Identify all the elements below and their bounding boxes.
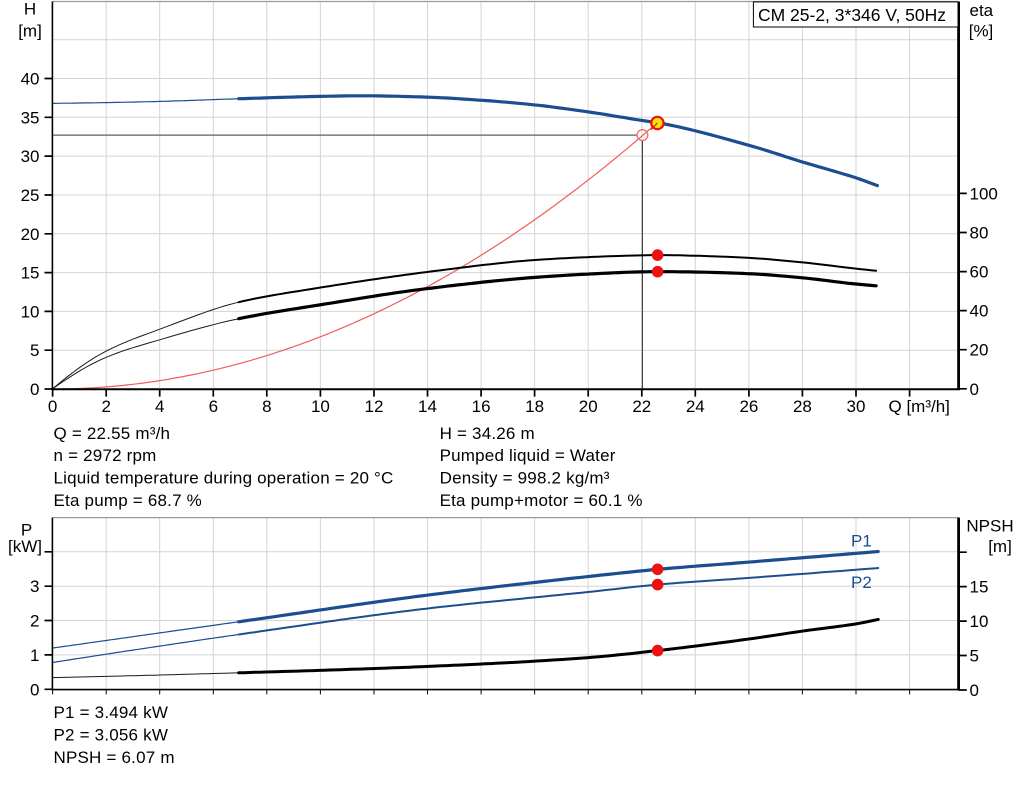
svg-text:0: 0: [48, 397, 57, 416]
svg-text:NPSH: NPSH: [966, 517, 1013, 536]
svg-text:[%]: [%]: [969, 21, 994, 40]
svg-text:28: 28: [793, 397, 812, 416]
svg-text:14: 14: [418, 397, 437, 416]
svg-text:16: 16: [472, 397, 491, 416]
svg-text:Pumped liquid = Water: Pumped liquid = Water: [440, 446, 616, 465]
svg-text:60: 60: [970, 263, 989, 282]
svg-text:0: 0: [30, 680, 39, 699]
svg-text:P1 = 3.494 kW: P1 = 3.494 kW: [54, 703, 169, 722]
svg-text:P2 = 3.056 kW: P2 = 3.056 kW: [54, 725, 169, 744]
svg-text:20: 20: [21, 225, 40, 244]
svg-text:40: 40: [970, 302, 989, 321]
svg-text:24: 24: [686, 397, 705, 416]
svg-text:n = 2972 rpm: n = 2972 rpm: [54, 446, 157, 465]
svg-text:H: H: [24, 0, 36, 19]
svg-text:Q = 22.55 m³/h: Q = 22.55 m³/h: [54, 424, 171, 443]
svg-text:1: 1: [30, 646, 39, 665]
svg-text:Q [m³/h]: Q [m³/h]: [889, 397, 950, 416]
svg-text:30: 30: [21, 147, 40, 166]
svg-text:18: 18: [525, 397, 544, 416]
svg-text:40: 40: [21, 70, 40, 89]
svg-text:CM 25-2, 3*346 V, 50Hz: CM 25-2, 3*346 V, 50Hz: [758, 5, 946, 25]
svg-text:4: 4: [155, 397, 164, 416]
svg-text:P1: P1: [851, 532, 872, 551]
svg-text:26: 26: [739, 397, 758, 416]
svg-text:H = 34.26 m: H = 34.26 m: [440, 424, 535, 443]
svg-text:35: 35: [21, 108, 40, 127]
svg-text:NPSH = 6.07 m: NPSH = 6.07 m: [54, 748, 175, 767]
svg-text:2: 2: [30, 612, 39, 631]
svg-text:[kW]: [kW]: [8, 537, 42, 556]
svg-text:22: 22: [632, 397, 651, 416]
svg-text:Density = 998.2 kg/m³: Density = 998.2 kg/m³: [440, 469, 610, 488]
svg-text:15: 15: [21, 264, 40, 283]
svg-text:P: P: [21, 521, 32, 540]
svg-text:12: 12: [365, 397, 384, 416]
svg-text:5: 5: [30, 341, 39, 360]
svg-text:15: 15: [970, 578, 989, 597]
svg-text:P2: P2: [851, 573, 872, 592]
svg-text:3: 3: [30, 577, 39, 596]
svg-text:0: 0: [970, 681, 979, 700]
svg-text:eta: eta: [970, 1, 994, 20]
svg-text:0: 0: [30, 380, 39, 399]
svg-text:20: 20: [579, 397, 598, 416]
svg-text:10: 10: [970, 612, 989, 631]
svg-text:8: 8: [262, 397, 271, 416]
svg-text:Eta pump+motor = 60.1 %: Eta pump+motor = 60.1 %: [440, 491, 643, 510]
svg-text:10: 10: [311, 397, 330, 416]
svg-text:25: 25: [21, 186, 40, 205]
svg-text:Liquid temperature during oper: Liquid temperature during operation = 20…: [54, 469, 394, 488]
svg-text:[m]: [m]: [18, 21, 42, 40]
svg-text:0: 0: [970, 380, 979, 399]
svg-text:30: 30: [847, 397, 866, 416]
svg-text:6: 6: [209, 397, 218, 416]
svg-text:[m]: [m]: [988, 537, 1012, 556]
svg-text:Eta pump = 68.7 %: Eta pump = 68.7 %: [54, 491, 202, 510]
svg-text:100: 100: [970, 184, 998, 203]
svg-text:2: 2: [101, 397, 110, 416]
svg-text:20: 20: [970, 341, 989, 360]
svg-text:10: 10: [21, 302, 40, 321]
svg-text:80: 80: [970, 224, 989, 243]
svg-text:5: 5: [970, 647, 979, 666]
